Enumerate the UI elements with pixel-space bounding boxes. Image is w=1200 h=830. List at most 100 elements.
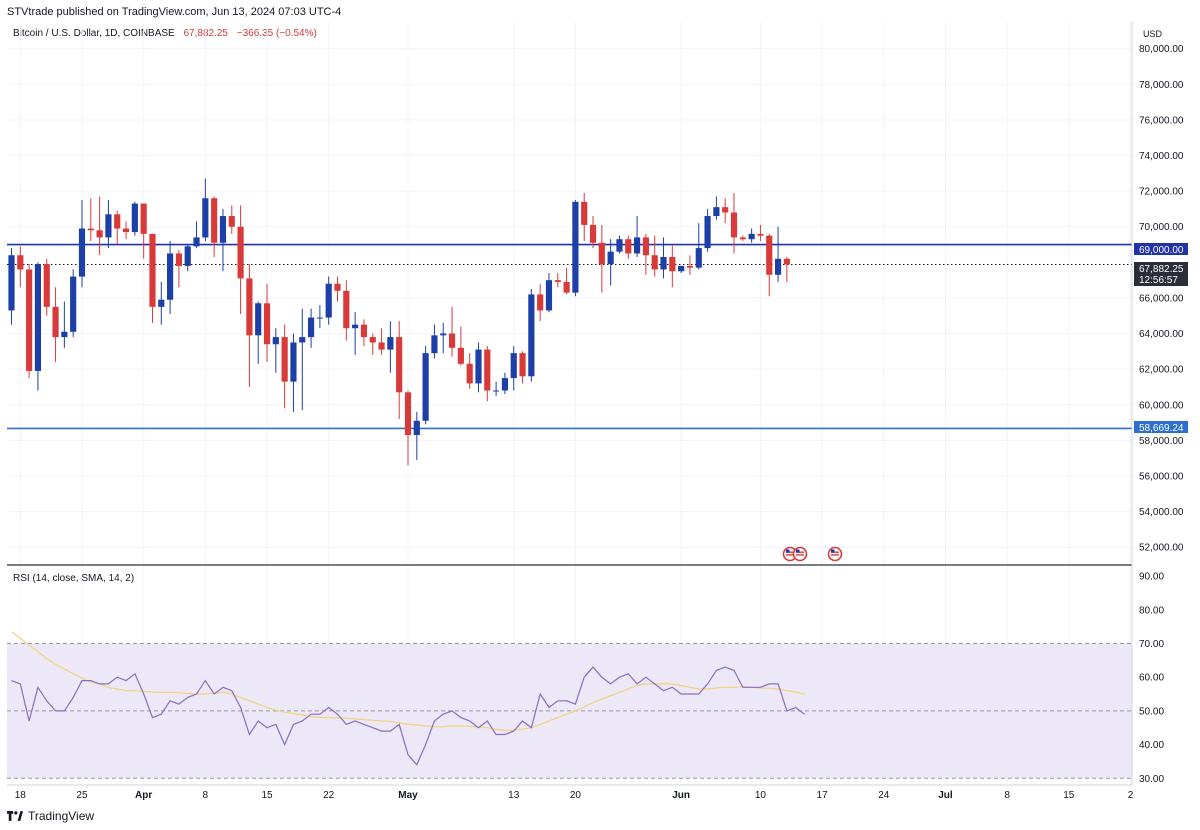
candle [140,203,147,259]
candle-body [651,255,658,270]
candle [537,283,544,322]
time-tick-label: 8 [203,790,209,801]
us-flag-icon[interactable] [792,546,808,562]
candle [695,223,702,270]
candle [378,328,385,355]
candle [748,228,755,243]
candle [387,321,394,373]
candle-body [360,324,368,338]
candle-body [722,207,729,213]
time-tick-label: Jun [672,790,690,801]
us-flag-icon[interactable] [827,546,843,562]
candle-body [105,214,112,238]
publisher-caption: STVtrade published on TradingView.com, J… [7,6,342,18]
candle-body [307,317,315,338]
candle-body [131,203,138,233]
candle [396,321,403,420]
price-axis-ticks: 80,000.00 78,000.00 76,000.00 74,000.00 72,0… [1139,44,1184,553]
candle-body [290,342,297,382]
candle-body [783,258,790,265]
candle [783,257,790,282]
candle-body [334,283,341,291]
current-price-tag [1134,262,1188,286]
price-levels [7,243,1132,430]
candle-body [255,303,262,336]
candle-body [448,333,456,348]
time-tick-label: 24 [878,790,890,801]
candle-body [501,378,509,391]
candle-body [484,349,491,391]
candle [528,289,535,382]
candle-body [695,248,702,268]
level-low-label: 58,669.24 [1139,423,1184,434]
candle-body [519,353,526,377]
candle [299,308,306,411]
time-tick-label: 2 [1128,790,1134,801]
candle [52,287,59,363]
candle-body [704,216,711,249]
candlestick-series [8,178,790,466]
candle-body [96,230,103,238]
candle [61,301,68,348]
rsi-legend: RSI (14, close, SMA, 14, 2) [13,573,135,584]
candle-body [378,342,385,350]
candle [26,264,33,379]
candle [316,305,323,329]
candle-body [581,201,588,225]
candle-body [554,280,561,282]
candle [484,346,491,402]
candle-body [219,216,227,243]
rsi-tick-label: 40.00 [1139,740,1164,751]
candle [17,246,24,288]
candle-body [466,363,473,384]
candle [211,196,218,258]
candle-body [396,337,403,393]
candle-body [730,212,738,238]
candle-body [545,280,553,311]
candle-body [766,235,773,275]
candle [149,233,156,323]
candle-body [78,228,86,277]
time-tick-label: May [398,790,418,801]
candle [431,324,438,359]
candle [352,312,359,355]
candle-body [739,237,746,240]
candle [70,269,77,338]
candle [413,411,420,460]
candle [625,235,632,259]
candle-body [774,258,782,275]
candle-body [228,216,235,227]
candle-body [34,264,42,371]
candle [475,342,482,393]
candle-body [263,303,271,345]
candle-body [642,237,649,256]
candle [545,273,553,313]
candle [202,178,209,241]
candle [96,196,103,256]
candle [334,276,341,302]
candle-body [660,257,667,270]
time-tick-label: 17 [817,790,829,801]
time-tick-label: 15 [261,790,273,801]
price-tick-label: 54,000.00 [1139,507,1184,518]
rsi-axis-ticks: 90.00 80.00 70.00 60.00 50.00 40.00 30.00 [1139,572,1164,785]
footer-brand[interactable]: TradingView [7,809,94,823]
candle-body [43,264,50,307]
candle [660,237,667,279]
rsi-tick-label: 50.00 [1139,706,1164,717]
candle [8,248,15,325]
candle-body [686,265,694,268]
price-tick-label: 60,000.00 [1139,400,1184,411]
candle-body [184,246,191,266]
candle [774,226,782,282]
candle-body [246,278,253,336]
candle [272,328,279,373]
candle-body [87,228,94,231]
rsi-tick-label: 70.00 [1139,639,1164,650]
candle-body [52,306,59,338]
candle [440,322,447,354]
candle-body [158,299,165,307]
candle-body [625,239,632,254]
candle [598,224,605,293]
